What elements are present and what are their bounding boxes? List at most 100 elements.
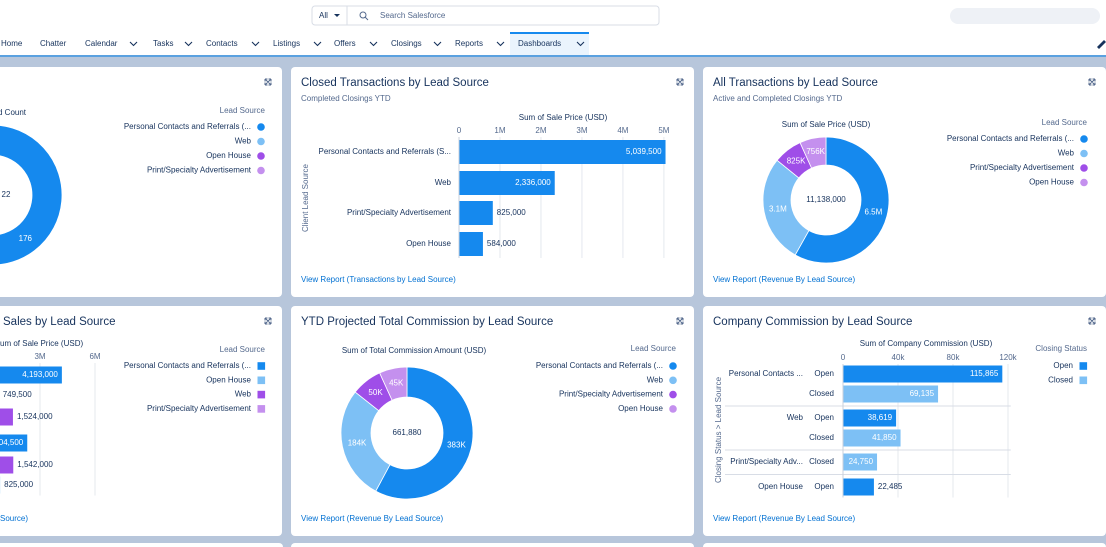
slice-label: 50K [368, 388, 383, 397]
bar [843, 365, 1003, 383]
bar [0, 366, 62, 384]
donut-total: 11,138,000 [806, 195, 846, 204]
bar-value-label: 04,500 [0, 438, 24, 447]
expand-icon[interactable] [264, 78, 272, 86]
slice-label: 6.5M [865, 207, 883, 216]
nav-underline [0, 55, 1106, 57]
legend-title: Lead Source [631, 344, 677, 353]
bar-value-label: 1,542,000 [17, 460, 53, 469]
legend-swatch [1080, 149, 1088, 158]
active-tab-bg [510, 32, 589, 56]
bar-value-label: 38,619 [868, 413, 893, 422]
cards: d Count Lead Source Personal Contacts and … [0, 67, 1106, 547]
bar-value-label: 69,135 [910, 389, 935, 398]
legend-swatch [257, 405, 266, 413]
nav-tab[interactable]: Calendar [85, 39, 118, 48]
legend-label: Web [1058, 149, 1075, 158]
measure-title: Sum of Company Commission (USD) [860, 339, 993, 348]
view-report-link[interactable]: View Report (Revenue By Lead Source) [713, 514, 855, 523]
legend-swatch [257, 390, 266, 399]
nav-tab[interactable]: Contacts [206, 39, 238, 48]
status-label: Open [814, 482, 834, 491]
expand-icon[interactable] [264, 317, 272, 325]
slice-label: 825K [787, 156, 806, 165]
nav-tab[interactable]: Home [1, 39, 23, 48]
x-tick-label: 4M [617, 126, 628, 135]
edit-icon[interactable] [1097, 40, 1106, 49]
nav-tab[interactable]: Tasks [153, 39, 173, 48]
nav-chevron [433, 41, 442, 47]
expand-icon[interactable] [676, 78, 684, 86]
x-tick-label: 0 [841, 353, 846, 362]
legend-swatch [257, 123, 265, 131]
legend-title: Lead Source [220, 106, 266, 115]
nav-chevron [184, 41, 193, 47]
donut-slice [0, 125, 63, 265]
bar-value-label: 115,865 [970, 369, 999, 378]
legend-label: Print/Specialty Advertisement [147, 404, 252, 413]
card-title: Company Commission by Lead Source [713, 316, 912, 328]
x-tick-label: 3M [576, 126, 587, 135]
bar [843, 385, 939, 403]
x-tick-label: 120k [999, 353, 1017, 362]
active-tab-top [510, 32, 589, 34]
slice-label: 756K [806, 147, 825, 156]
donut-slice [379, 366, 408, 401]
view-report-link[interactable]: View Report (Revenue By Lead Source) [713, 275, 855, 284]
x-tick-label: 6M [89, 352, 100, 361]
legend-swatch [669, 390, 677, 399]
legend-swatch [669, 376, 677, 385]
bar-value-label: 22,485 [878, 482, 903, 491]
expand-icon[interactable] [1088, 78, 1096, 86]
nav-chevron [369, 41, 378, 47]
bar [459, 232, 483, 256]
search-box[interactable] [311, 5, 660, 26]
bar [459, 201, 493, 225]
x-tick-label: 40k [892, 353, 906, 362]
bar [459, 140, 666, 164]
card: All Transactions by Lead Source Active an… [703, 67, 1106, 297]
legend-label: Open House [618, 404, 663, 413]
x-tick-label: 1M [494, 126, 505, 135]
donut-slice [340, 391, 391, 492]
y-axis-title: Closing Status > Lead Source [714, 376, 723, 483]
legend-label: Print/Specialty Advertisement [970, 163, 1075, 172]
search-icon-handle [364, 16, 369, 21]
view-report-link[interactable]: View Report (Transactions by Lead Source… [301, 275, 456, 284]
card-partial [0, 543, 283, 547]
nav-tab[interactable]: Dashboards [518, 39, 561, 48]
category-label: Web [435, 178, 452, 187]
card: Closed Transactions by Lead Source Comple… [291, 67, 694, 297]
bar-value-label: 41,850 [872, 433, 897, 442]
nav-tab[interactable]: Chatter [40, 39, 67, 48]
nav-tab[interactable]: Offers [334, 39, 356, 48]
legend-label: Closed [1048, 375, 1073, 384]
nav-tab[interactable]: Listings [273, 39, 300, 48]
view-report-link[interactable]: View Report (Revenue By Lead Source) [301, 514, 443, 523]
legend-label: Print/Specialty Advertisement [147, 166, 252, 175]
legend-label: Open House [1029, 178, 1074, 187]
search-scope[interactable]: All [319, 11, 328, 20]
expand-icon[interactable] [1088, 317, 1096, 325]
legend-swatch [1079, 376, 1088, 385]
expand-icon[interactable] [676, 317, 684, 325]
bar [843, 429, 901, 447]
nav-tab[interactable]: Closings [391, 39, 422, 48]
donut-slice [799, 136, 827, 169]
bar [843, 478, 874, 496]
legend-swatch [257, 137, 265, 146]
card: Company Commission by Lead Source View Re… [703, 306, 1106, 536]
status-label: Closed [809, 389, 834, 398]
legend-swatch [1079, 362, 1088, 370]
y-axis-title: Client Lead Source [301, 163, 310, 232]
legend-swatch [257, 166, 265, 175]
legend-swatch [257, 362, 266, 370]
view-report-link[interactable]: Source) [0, 514, 28, 523]
search-placeholder[interactable]: Search Salesforce [380, 11, 446, 20]
bar-value-label: 4,193,000 [22, 370, 58, 379]
card-title: Closed Transactions by Lead Source [301, 77, 489, 89]
bar-value-label: 584,000 [487, 239, 516, 248]
nav-tab[interactable]: Reports [455, 39, 483, 48]
category-label: Personal Contacts and Referrals (S... [318, 147, 451, 156]
